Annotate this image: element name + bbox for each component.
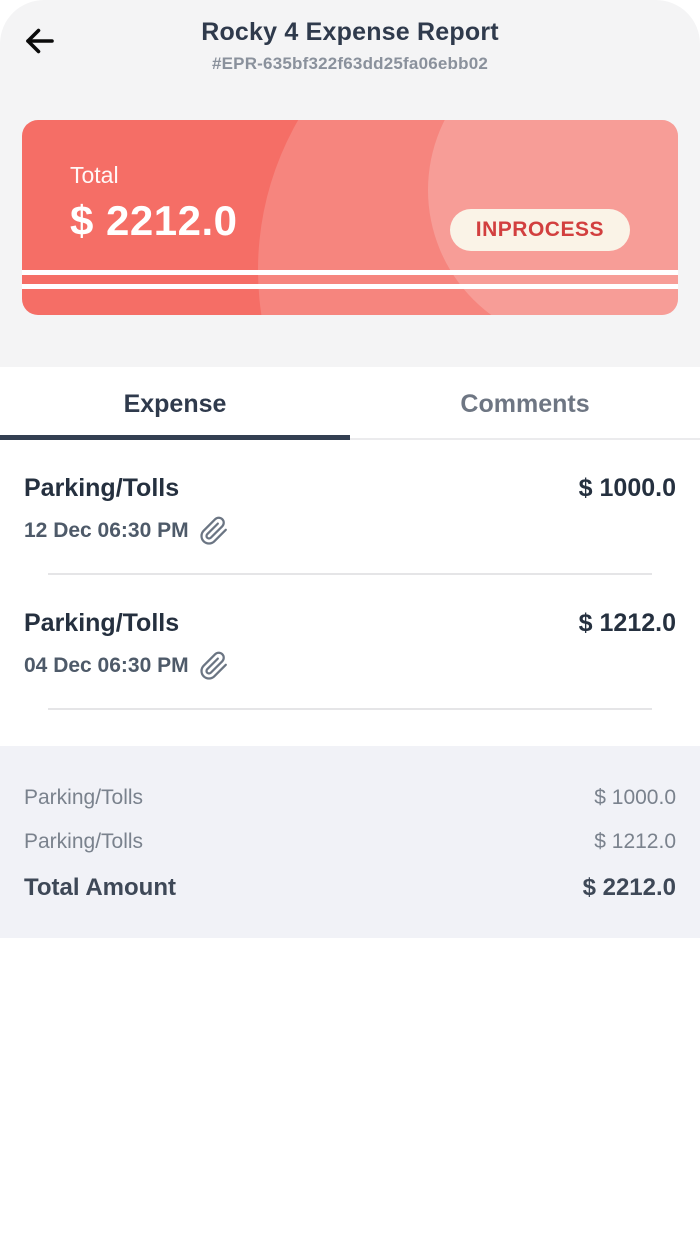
summary-total-label: Total Amount [24,874,176,901]
expense-item-top: Parking/Tolls $ 1000.0 [24,474,676,503]
status-badge: INPROCESS [449,209,630,251]
page-title: Rocky 4 Expense Report [201,18,499,46]
card-stripe-gap-bottom [22,284,678,289]
expense-item[interactable]: Parking/Tolls $ 1212.0 04 Dec 06:30 PM [0,575,700,710]
tab-comments[interactable]: Comments [460,390,590,418]
expense-item[interactable]: Parking/Tolls $ 1000.0 12 Dec 06:30 PM [0,440,700,575]
expense-category: Parking/Tolls [24,474,180,502]
expense-amount: $ 1212.0 [578,609,676,637]
arrow-left-icon [22,23,58,62]
total-amount: $ 2212.0 [70,197,238,244]
expense-datetime: 12 Dec 06:30 PM [24,519,189,542]
expense-meta: 12 Dec 06:30 PM [24,516,676,546]
total-card-content: Total $ 2212.0 INPROCESS [22,120,678,270]
tab-expense[interactable]: Expense [0,367,350,440]
report-id: #EPR-635bf322f63dd25fa06ebb02 [211,54,489,73]
card-stripe-gap-top [22,270,678,275]
top-area: Rocky 4 Expense Report #EPR-635bf322f63d… [0,0,700,367]
summary-amount: $ 1000.0 [594,786,676,809]
summary-row: Parking/Tolls $ 1000.0 [24,776,676,820]
total-card: Total $ 2212.0 INPROCESS [22,120,678,315]
summary-row: Parking/Tolls $ 1212.0 [24,820,676,864]
expense-datetime: 04 Dec 06:30 PM [24,654,189,677]
bottom-fill [0,938,700,1244]
expense-category: Parking/Tolls [24,609,180,637]
tab-bar: Expense Comments [0,367,700,440]
item-divider [48,708,652,710]
header: Rocky 4 Expense Report #EPR-635bf322f63d… [0,0,700,74]
summary-section: Parking/Tolls $ 1000.0 Parking/Tolls $ 1… [0,746,700,938]
summary-label: Parking/Tolls [24,786,144,809]
summary-total-amount: $ 2212.0 [582,874,676,901]
expense-item-top: Parking/Tolls $ 1212.0 [24,609,676,638]
paperclip-icon[interactable] [199,516,229,546]
summary-total-row: Total Amount $ 2212.0 [24,864,676,912]
total-block: Total $ 2212.0 [70,162,238,270]
expense-meta: 04 Dec 06:30 PM [24,651,676,681]
item-divider [48,573,652,575]
summary-amount: $ 1212.0 [594,830,676,853]
summary-label: Parking/Tolls [24,830,144,853]
paperclip-icon[interactable] [199,651,229,681]
back-button[interactable] [16,18,64,66]
total-label: Total [70,162,119,188]
expense-amount: $ 1000.0 [578,474,676,502]
